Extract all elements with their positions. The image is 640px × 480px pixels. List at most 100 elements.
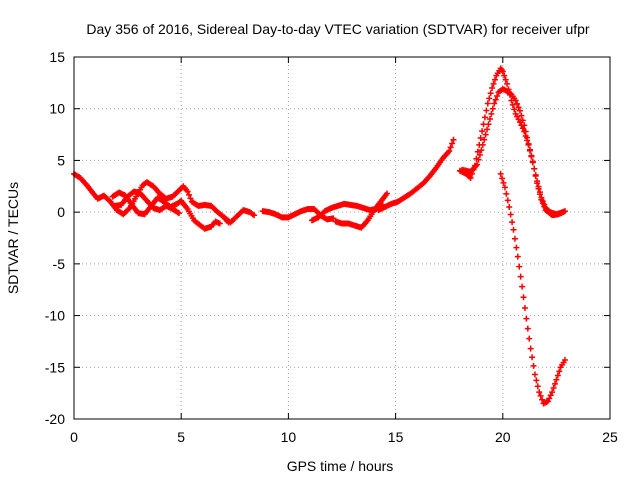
- data-point: [514, 253, 521, 260]
- data-point: [216, 220, 223, 227]
- data-point: [494, 92, 501, 99]
- data-point: [554, 372, 561, 379]
- data-point: [509, 101, 516, 108]
- x-tick-label: 20: [495, 429, 511, 445]
- data-point: [521, 122, 528, 129]
- data-point: [488, 110, 495, 117]
- data-point: [530, 362, 537, 369]
- data-point: [526, 146, 533, 153]
- data-point: [501, 72, 508, 79]
- data-point: [330, 215, 337, 222]
- series-arc-3: [111, 188, 183, 217]
- data-point: [480, 121, 487, 128]
- data-point: [519, 117, 526, 124]
- x-tick-label: 0: [70, 429, 78, 445]
- data-point: [490, 80, 497, 87]
- series-arc-8: [375, 136, 457, 214]
- data-point: [549, 389, 556, 396]
- data-point: [513, 244, 520, 251]
- x-tick-label: 5: [177, 429, 185, 445]
- data-point: [497, 170, 504, 177]
- data-point: [384, 190, 391, 197]
- data-point: [512, 97, 519, 104]
- data-point: [533, 377, 540, 384]
- y-tick-label: -10: [45, 308, 65, 324]
- data-points: [71, 65, 568, 407]
- data-point: [529, 354, 536, 361]
- data-point: [523, 315, 530, 322]
- data-point: [184, 188, 191, 195]
- data-point: [481, 136, 488, 143]
- chart-title: Day 356 of 2016, Sidereal Day-to-day VTE…: [86, 21, 590, 37]
- data-point: [515, 104, 522, 111]
- data-point: [529, 158, 536, 165]
- data-point: [535, 185, 542, 192]
- data-point: [491, 100, 498, 107]
- data-point: [491, 76, 498, 83]
- series-arc-5: [259, 206, 337, 223]
- data-point: [541, 203, 548, 210]
- data-point: [536, 191, 543, 198]
- data-point: [479, 128, 486, 135]
- data-point: [528, 152, 535, 159]
- y-tick-label: -5: [53, 256, 66, 272]
- data-point: [476, 151, 483, 158]
- data-point: [537, 392, 544, 399]
- data-point: [532, 172, 539, 179]
- y-tick-label: 0: [57, 204, 65, 220]
- data-point: [450, 136, 457, 143]
- data-point: [550, 384, 557, 391]
- data-point: [531, 371, 538, 378]
- data-point: [503, 190, 510, 197]
- data-point: [519, 283, 526, 290]
- series-arc-10: [459, 86, 568, 219]
- y-tick-label: -20: [45, 411, 65, 427]
- data-point: [524, 134, 531, 141]
- y-tick-label: 15: [49, 49, 65, 65]
- series-arc-6: [308, 200, 386, 224]
- data-point: [538, 196, 545, 203]
- data-point: [518, 112, 525, 119]
- data-point: [489, 105, 496, 112]
- data-point: [486, 95, 493, 102]
- data-point: [187, 195, 194, 202]
- data-point: [500, 179, 507, 186]
- data-point: [477, 135, 484, 142]
- data-point: [534, 180, 541, 187]
- data-point: [526, 335, 533, 342]
- data-point: [479, 141, 486, 148]
- data-point: [481, 114, 488, 121]
- data-point: [478, 147, 485, 154]
- x-tick-label: 25: [602, 429, 618, 445]
- y-axis-label: SDTVAR / TECUs: [5, 182, 21, 294]
- data-point: [514, 100, 521, 107]
- data-point: [474, 148, 481, 155]
- data-point: [546, 395, 553, 402]
- data-point: [487, 90, 494, 97]
- data-point: [517, 273, 524, 280]
- series-arc-7: [332, 190, 391, 231]
- grid-lines: [74, 57, 610, 419]
- data-point: [551, 380, 558, 387]
- data-point: [475, 156, 482, 163]
- data-point: [553, 376, 560, 383]
- x-axis-label: GPS time / hours: [287, 458, 394, 474]
- data-point: [556, 368, 563, 375]
- y-tick-label: 5: [57, 152, 65, 168]
- data-point: [547, 392, 554, 399]
- data-point: [544, 398, 551, 405]
- data-point: [516, 107, 523, 114]
- y-tick-label: -15: [45, 359, 65, 375]
- x-tick-label: 10: [281, 429, 297, 445]
- plot-frame: [73, 56, 611, 420]
- data-point: [539, 396, 546, 403]
- series-arc-2: [109, 189, 223, 232]
- data-point: [506, 203, 513, 210]
- data-point: [511, 235, 518, 242]
- x-tick-label: 15: [388, 429, 404, 445]
- data-point: [507, 211, 514, 218]
- data-point: [484, 126, 491, 133]
- data-point: [502, 76, 509, 83]
- data-point: [561, 208, 568, 215]
